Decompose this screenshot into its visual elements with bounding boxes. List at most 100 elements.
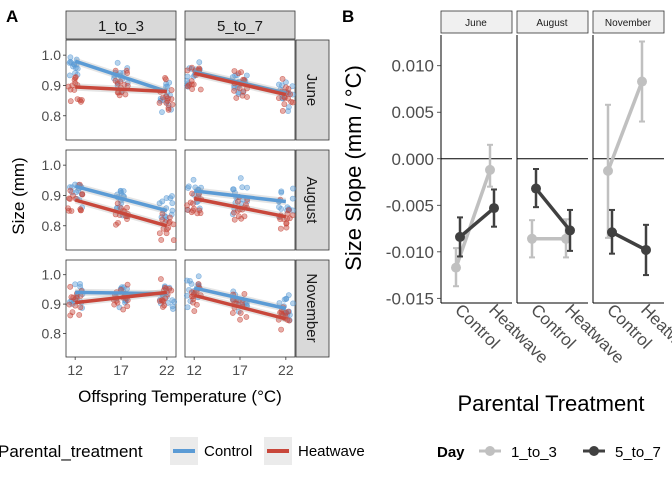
b-y-tick-label: -0.005 [386,196,434,215]
data-point [231,216,238,223]
data-point [230,186,236,193]
data-point [189,86,196,92]
data-point [243,314,250,320]
data-point [118,189,125,196]
facet-november-5_to_7: 12 17 22 [184,259,296,378]
data-point [77,207,84,214]
b-strip-november-label: November [605,18,652,29]
y-tick-label: 0.9 [42,77,62,93]
row-strip-november [295,259,330,358]
data-point [244,198,250,205]
y-tick-label: 0.8 [42,325,62,341]
data-point [169,200,176,207]
data-point [238,215,245,222]
data-point [160,94,166,101]
data-point [120,306,127,313]
b-y-tick-label: 0.005 [391,103,434,122]
y-tick-label: 0.8 [42,218,62,234]
data-point [285,86,292,92]
x-tick-label: 12 [186,362,202,378]
data-point [72,74,79,80]
data-point [169,207,176,214]
b-strip-june [440,10,513,34]
data-point [188,78,195,84]
fit-line-heatwave [75,85,167,94]
b-strip-august [516,10,589,34]
data-point [77,281,83,287]
data-point [69,82,76,89]
data-point [196,205,203,212]
data-point [190,176,197,183]
data-point [188,209,195,216]
panel-b-xlabel: Parental Treatment [457,391,644,416]
col-strip-2 [184,10,296,40]
data-point [239,184,246,191]
fit-line-heatwave [193,196,287,219]
x-tick-label: 17 [113,362,129,378]
data-point [283,224,290,231]
data-point [166,79,173,86]
data-point [78,98,84,105]
fit-line-heatwave [74,290,168,305]
data-point [279,75,286,82]
data-point [72,80,79,87]
legend-b-key-day1-dot [485,446,495,456]
data-point [124,303,131,310]
y-tick-label: 0.9 [42,296,62,312]
data-point [275,95,282,102]
data-point [69,189,75,196]
x-tick-label: 12 [67,362,83,378]
data-point [289,83,296,90]
data-point [67,283,74,290]
b-point [455,231,465,242]
panel-b-tag: B [342,7,354,26]
data-point [115,219,121,226]
data-point [193,301,200,308]
facet-august-5_to_7 [184,149,296,251]
facet-november-1_to_3: 0.8 0.9 1.0 12 17 22 [42,259,178,378]
y-tick-label: 0.9 [42,187,62,203]
data-point [121,81,128,88]
data-point [163,93,169,100]
data-point [285,104,292,111]
b-y-tick-label: 0.010 [391,57,434,76]
data-point [281,101,288,108]
data-point [289,195,296,202]
data-point [66,72,73,79]
data-point [276,204,282,210]
data-point [163,83,169,90]
fit-line-heatwave [74,198,168,228]
data-point [158,237,165,243]
data-point [124,204,130,211]
b-strip-august-label: August [536,18,567,29]
data-point [67,98,74,105]
row-strip-august [295,149,330,251]
data-point [77,304,84,311]
data-point [66,301,73,308]
b-point [527,233,537,244]
facet-june-1_to_3: 0.8 0.9 1.0 [42,39,177,141]
data-point [184,304,191,311]
b-point [489,203,499,214]
data-point [244,94,250,100]
data-point [156,99,163,106]
data-point [158,276,164,282]
data-point [166,219,173,225]
b-series-line-5_to_7 [534,187,572,232]
data-point [282,309,289,316]
data-point [124,281,131,288]
legend-b-title: Day [437,444,465,461]
fit-line-control [74,59,168,94]
data-point [229,310,236,316]
data-point [230,288,237,295]
y-tick-label: 1.0 [42,157,62,173]
facet-june-5_to_7 [184,39,296,141]
row-strip-june [295,39,330,141]
legend-a-label-control: Control [204,443,252,460]
b-series-line-1_to_3 [454,169,492,269]
b-series-line-5_to_7 [611,230,647,252]
b-series-line-1_to_3 [606,80,644,172]
data-point [290,300,296,307]
data-point [184,292,190,299]
fit-line-control [74,184,168,213]
